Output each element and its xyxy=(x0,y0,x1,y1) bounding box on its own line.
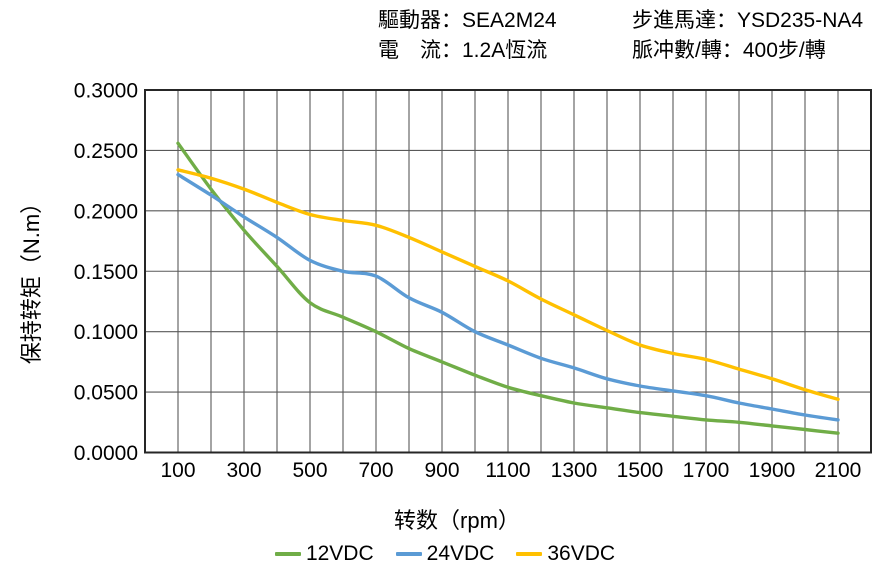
y-axis-title: 保持转矩（N.m） xyxy=(19,191,44,365)
x-tick-label: 1500 xyxy=(617,459,664,482)
x-tick-label: 2100 xyxy=(815,459,862,482)
legend-label-36vdc: 36VDC xyxy=(547,542,616,565)
y-tick-label: 0.0500 xyxy=(74,382,138,405)
x-tick-label: 900 xyxy=(424,459,459,482)
y-tick-label: 0.0000 xyxy=(74,442,138,465)
legend-item-12vdc: 12VDC xyxy=(274,542,374,566)
y-tick-label: 0.1500 xyxy=(74,261,138,284)
y-tick-label: 0.2500 xyxy=(74,140,138,163)
header-current-info: 電 流：1.2A恆流 xyxy=(378,39,548,62)
y-tick-label: 0.1000 xyxy=(74,321,138,344)
y-tick-label: 0.3000 xyxy=(74,80,138,103)
header-pulses-info: 脈冲數/轉：400步/轉 xyxy=(632,39,826,62)
legend-swatch-12vdc xyxy=(274,552,301,556)
legend-swatch-36vdc xyxy=(516,552,543,556)
x-tick-label: 1900 xyxy=(749,459,796,482)
x-tick-label: 100 xyxy=(160,459,195,482)
legend-label-24vdc: 24VDC xyxy=(426,542,495,565)
legend-swatch-24vdc xyxy=(395,552,422,556)
chart-legend: 12VDC 24VDC 36VDC xyxy=(0,542,888,566)
x-tick-label: 300 xyxy=(226,459,261,482)
x-tick-label: 1700 xyxy=(683,459,730,482)
plot-frame xyxy=(144,89,872,454)
header-motor-info: 步進馬達：YSD235-NA4 xyxy=(632,9,864,32)
series-curve-36vdc xyxy=(176,168,840,401)
legend-label-12vdc: 12VDC xyxy=(305,542,374,565)
y-tick-label: 0.2000 xyxy=(74,200,138,223)
x-tick-label: 700 xyxy=(358,459,393,482)
x-tick-label: 1100 xyxy=(485,459,530,482)
x-tick-label: 1300 xyxy=(551,459,598,482)
x-axis-title: 转数（rpm） xyxy=(394,508,520,533)
series-curve-24vdc xyxy=(176,172,840,422)
legend-item-36vdc: 36VDC xyxy=(516,542,615,566)
header-driver-info: 驅動器：SEA2M24 xyxy=(378,9,557,32)
series-curve-12vdc xyxy=(176,141,840,435)
x-tick-label: 500 xyxy=(292,459,327,482)
legend-item-24vdc: 24VDC xyxy=(395,542,495,566)
